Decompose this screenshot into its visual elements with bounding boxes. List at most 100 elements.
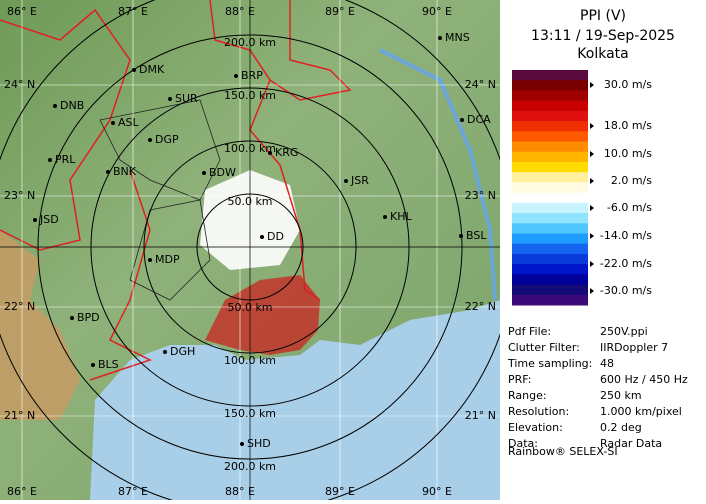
city-label: BPD (77, 311, 100, 324)
lat-label: 21° N (4, 409, 35, 422)
city-label: SUR (175, 92, 198, 105)
info-value: 48 (600, 357, 614, 370)
legend-tick (590, 233, 594, 239)
legend-tick (590, 82, 594, 88)
city-label: DCA (467, 113, 491, 126)
legend-label: -14.0 m/s (600, 229, 652, 242)
color-swatch (512, 151, 588, 163)
river (379, 48, 497, 301)
ring-label: 150.0 km (224, 407, 276, 420)
city-dot (260, 235, 264, 239)
color-swatch (512, 223, 588, 234)
city-dot (438, 36, 442, 40)
info-value: 0.2 deg (600, 421, 642, 434)
ring-label: 100.0 km (224, 354, 276, 367)
legend-label: 10.0 m/s (604, 147, 652, 160)
city-label: MDP (155, 253, 180, 266)
city-dot (111, 121, 115, 125)
city-label: KHL (390, 210, 412, 223)
city-label: DD (267, 230, 284, 243)
color-swatch (512, 213, 588, 224)
color-swatch (512, 243, 588, 255)
info-value: 1.000 km/pixel (600, 405, 682, 418)
city-label: SHD (247, 437, 271, 450)
color-swatch (512, 192, 588, 204)
info-key: Clutter Filter: (508, 341, 580, 354)
city-dot (202, 171, 206, 175)
color-swatch (512, 110, 588, 122)
info-key: Data: (508, 437, 538, 450)
city-label: DGP (155, 133, 179, 146)
city-dot (53, 104, 57, 108)
city-dot (148, 138, 152, 142)
lat-label: 22° N (465, 300, 496, 313)
city-dot (48, 158, 52, 162)
city-label: DGH (170, 345, 195, 358)
city-dot (234, 74, 238, 78)
lat-label: 22° N (4, 300, 35, 313)
color-swatch (512, 253, 588, 265)
city-label: BRP (241, 69, 263, 82)
color-swatch (512, 161, 588, 173)
lat-label: 24° N (4, 78, 35, 91)
city-label: BDW (209, 166, 236, 179)
legend-tick (590, 261, 594, 267)
station: Kolkata (577, 46, 628, 62)
lon-label: 87° E (118, 5, 148, 18)
color-swatch (512, 294, 588, 306)
map-labels: 86° E 86° E 87° E 87° E 88° E 88° E 89° E 89° E… (4, 5, 496, 498)
lon-label: 88° E (225, 485, 255, 498)
city-label: BNK (113, 165, 137, 178)
highland (0, 230, 80, 420)
color-swatch (512, 141, 588, 153)
city-dot (460, 118, 464, 122)
color-swatch (512, 80, 588, 91)
coast-echo (205, 275, 320, 355)
info-value: 600 Hz / 450 Hz (600, 373, 688, 386)
color-swatch (512, 202, 588, 214)
legend-tick (590, 288, 594, 294)
color-swatch (512, 284, 588, 296)
city-dot (168, 97, 172, 101)
color-swatch (512, 172, 588, 183)
lon-label: 87° E (118, 485, 148, 498)
ring-label: 200.0 km (224, 36, 276, 49)
legend-label: -22.0 m/s (600, 257, 652, 270)
color-swatch (512, 121, 588, 132)
info-table: Pdf File: 250V.ppi Clutter Filter: IIRDoppl… (507, 325, 688, 450)
city-dot (383, 215, 387, 219)
info-key: Elevation: (508, 421, 563, 434)
lat-label: 23° N (465, 189, 496, 202)
city-dot (163, 350, 167, 354)
legend-label: -30.0 m/s (600, 284, 652, 297)
color-swatch (512, 70, 588, 81)
lon-label: 88° E (225, 5, 255, 18)
city-label: ASL (118, 116, 140, 129)
city-label: KRG (275, 146, 298, 159)
ring-label: 200.0 km (224, 460, 276, 473)
city-dot (344, 179, 348, 183)
title: PPI (V) (580, 8, 626, 24)
city-label: BLS (98, 358, 119, 371)
info-value: Radar Data (600, 437, 662, 450)
legend-tick (590, 178, 594, 184)
info-value: 250 km (600, 389, 642, 402)
color-swatch (512, 274, 588, 286)
lon-label: 86° E (7, 5, 37, 18)
city-label: JSR (350, 174, 369, 187)
legend: 30.0 m/s 18.0 m/s 10.0 m/s 2.0 m/s -6.0 m/s -… (512, 70, 652, 306)
range-rings (0, 0, 500, 500)
info-key: Range: (508, 389, 547, 402)
ring-label: 50.0 km (227, 301, 272, 314)
lat-label: 23° N (4, 189, 35, 202)
legend-tick (590, 205, 594, 211)
city-label: DNB (60, 99, 84, 112)
lat-label: 21° N (465, 409, 496, 422)
lon-label: 86° E (7, 485, 37, 498)
ring-label: 150.0 km (224, 89, 276, 102)
ring-label: 100.0 km (224, 142, 276, 155)
city-dot (268, 151, 272, 155)
city-dot (106, 170, 110, 174)
map: 86° E 86° E 87° E 87° E 88° E 88° E 89° E 89° E… (0, 0, 500, 500)
